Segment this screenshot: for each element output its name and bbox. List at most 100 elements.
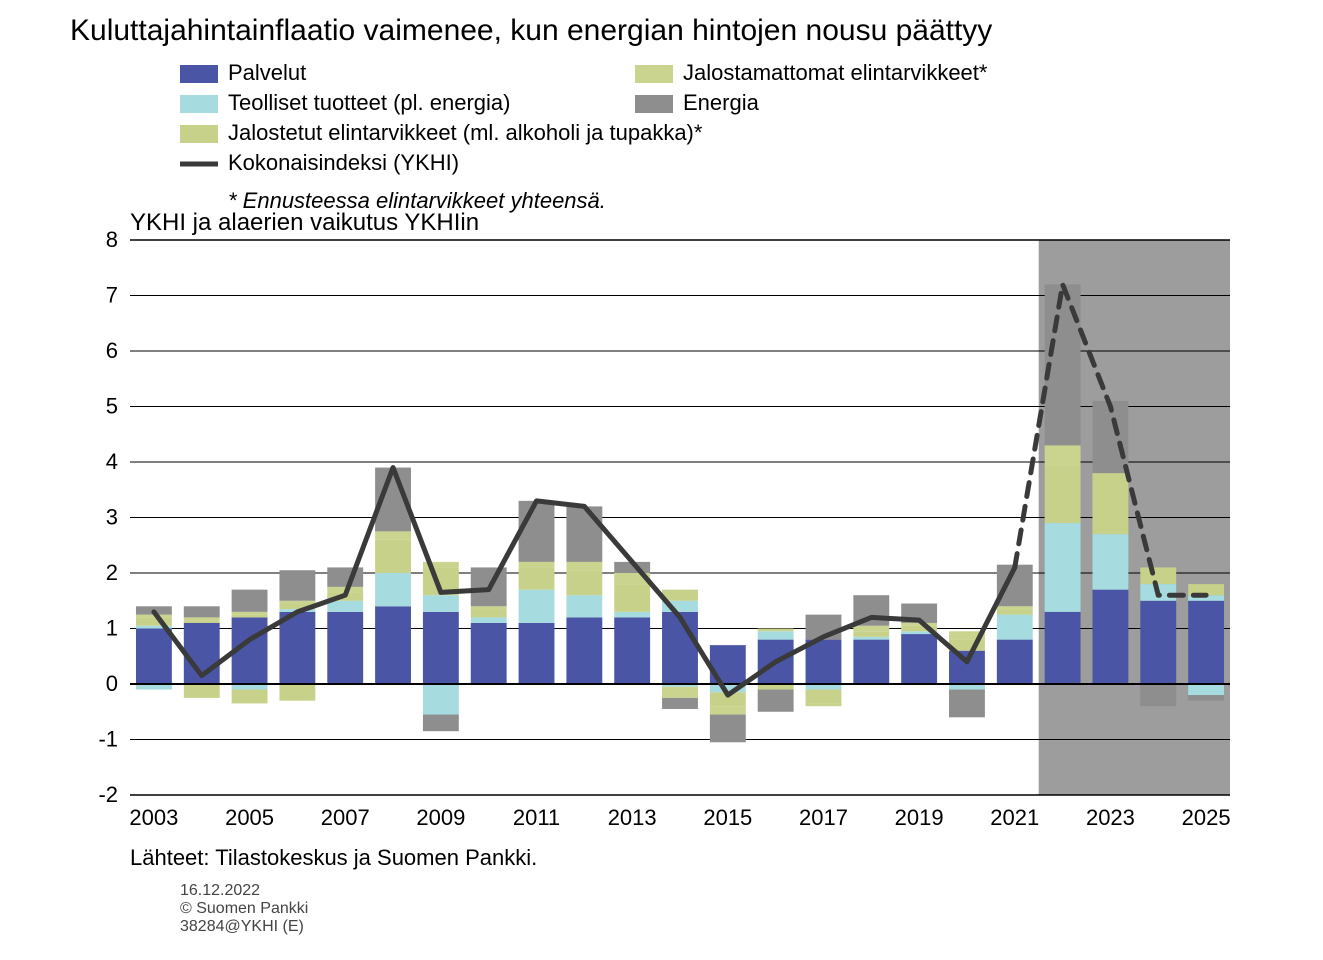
- bar-jalostetut-neg: [806, 690, 842, 704]
- bar-palvelut: [423, 612, 459, 684]
- x-tick-label: 2003: [129, 805, 178, 830]
- legend-label-jalostamattomat: Jalostamattomat elintarvikkeet*: [683, 60, 988, 85]
- bar-jalostamattomat: [471, 606, 507, 609]
- bar-jalostamattomat-neg: [806, 703, 842, 706]
- y-tick-label: -2: [98, 782, 118, 807]
- legend-label-teolliset: Teolliset tuotteet (pl. energia): [228, 90, 511, 115]
- bar-palvelut: [1093, 590, 1129, 684]
- legend-swatch-energia: [635, 95, 673, 113]
- bar-palvelut: [1188, 601, 1224, 684]
- bar-jalostamattomat: [519, 562, 555, 568]
- bar-energia: [566, 506, 602, 562]
- bar-energia: [327, 567, 363, 586]
- footer-date: 16.12.2022: [180, 882, 260, 899]
- x-tick-label: 2007: [321, 805, 370, 830]
- y-tick-label: 4: [106, 449, 118, 474]
- bar-palvelut: [136, 629, 172, 685]
- bar-palvelut: [327, 612, 363, 684]
- bar-jalostetut: [1045, 468, 1081, 524]
- y-tick-label: 6: [106, 338, 118, 363]
- x-tick-label: 2025: [1182, 805, 1231, 830]
- x-tick-label: 2013: [608, 805, 657, 830]
- chart-title: Kuluttajahintainflaatio vaimenee, kun en…: [70, 14, 992, 47]
- bar-jalostamattomat: [853, 626, 889, 632]
- bar-teolliset: [614, 612, 650, 618]
- x-tick-label: 2011: [513, 805, 560, 830]
- y-tick-label: 7: [106, 283, 118, 308]
- legend-label-palvelut: Palvelut: [228, 60, 306, 85]
- bar-teolliset: [327, 601, 363, 612]
- y-tick-label: 1: [106, 616, 118, 641]
- y-tick-label: 5: [106, 394, 118, 419]
- bar-jalostetut: [566, 570, 602, 595]
- bar-palvelut: [997, 640, 1033, 684]
- bar-jalostamattomat: [566, 562, 602, 570]
- bar-jalostetut: [997, 609, 1033, 615]
- legend-swatch-teolliset: [180, 95, 218, 113]
- bar-teolliset: [375, 573, 411, 606]
- bar-palvelut: [853, 640, 889, 684]
- bar-jalostamattomat-neg: [662, 687, 698, 698]
- bar-palvelut: [949, 651, 985, 684]
- footer-copyright: © Suomen Pankki: [180, 900, 308, 917]
- y-tick-label: 3: [106, 505, 118, 530]
- bar-energia-neg: [710, 715, 746, 743]
- bar-jalostamattomat-neg: [710, 706, 746, 714]
- y-axis-label: YKHI ja alaerien vaikutus YKHIin: [130, 209, 479, 236]
- bar-teolliset: [1093, 534, 1129, 590]
- bar-jalostamattomat: [184, 617, 220, 620]
- x-tick-label: 2021: [990, 805, 1039, 830]
- bar-teolliset: [471, 617, 507, 623]
- x-tick-label: 2009: [416, 805, 465, 830]
- bar-energia: [232, 590, 268, 612]
- x-tick-label: 2019: [895, 805, 944, 830]
- bar-jalostamattomat: [1045, 445, 1081, 467]
- legend-swatch-jalostetut: [180, 125, 218, 143]
- source-note: Lähteet: Tilastokeskus ja Suomen Pankki.: [130, 845, 537, 870]
- bar-palvelut: [279, 612, 315, 684]
- bar-palvelut: [471, 623, 507, 684]
- bar-jalostetut-neg: [279, 684, 315, 701]
- bar-teolliset: [519, 590, 555, 623]
- bar-palvelut: [806, 640, 842, 684]
- bar-teolliset-neg: [423, 684, 459, 715]
- bar-jalostetut-neg: [232, 690, 268, 704]
- bar-jalostetut: [232, 615, 268, 618]
- x-tick-label: 2017: [799, 805, 848, 830]
- bar-palvelut: [614, 617, 650, 684]
- legend-label-jalostetut: Jalostetut elintarvikkeet (ml. alkoholi …: [228, 120, 703, 145]
- bar-teolliset: [758, 631, 794, 639]
- bar-teolliset: [997, 615, 1033, 640]
- bar-energia: [519, 501, 555, 562]
- bar-jalostetut: [184, 620, 220, 623]
- bar-energia-neg: [758, 690, 794, 712]
- inflation-chart: Kuluttajahintainflaatio vaimenee, kun en…: [0, 0, 1323, 960]
- y-tick-label: 2: [106, 560, 118, 585]
- bar-jalostetut: [519, 567, 555, 589]
- bar-jalostamattomat: [232, 612, 268, 615]
- bar-energia: [184, 606, 220, 617]
- x-tick-label: 2023: [1086, 805, 1135, 830]
- bar-jalostamattomat: [375, 531, 411, 539]
- bar-palvelut: [375, 606, 411, 684]
- bar-palvelut: [1140, 601, 1176, 684]
- y-tick-label: -1: [98, 727, 118, 752]
- x-tick-label: 2015: [703, 805, 752, 830]
- y-tick-label: 0: [106, 671, 118, 696]
- bar-jalostetut: [375, 540, 411, 573]
- legend-swatch-palvelut: [180, 65, 218, 83]
- bar-energia-neg: [1188, 695, 1224, 701]
- footer-code: 38284@YKHI (E): [180, 918, 304, 935]
- bar-jalostamattomat: [279, 601, 315, 604]
- bar-jalostetut: [614, 584, 650, 612]
- bar-energia-neg: [1140, 684, 1176, 706]
- bar-jalostetut: [1140, 567, 1176, 584]
- bar-teolliset: [566, 595, 602, 617]
- legend-swatch-jalostamattomat: [635, 65, 673, 83]
- bar-palvelut: [519, 623, 555, 684]
- bar-palvelut: [566, 617, 602, 684]
- bar-teolliset: [1045, 523, 1081, 612]
- y-tick-label: 8: [106, 227, 118, 252]
- x-tick-label: 2005: [225, 805, 274, 830]
- bar-teolliset-neg: [1188, 684, 1224, 695]
